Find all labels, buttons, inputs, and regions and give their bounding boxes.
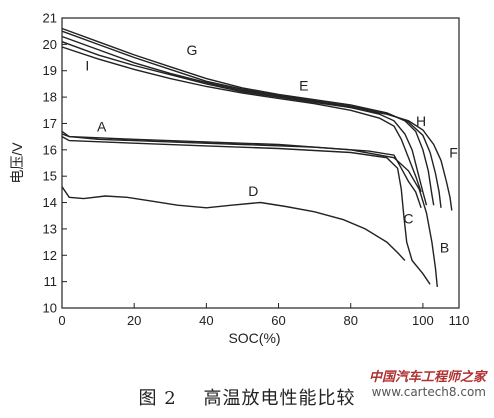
watermark-name: 中国汽车工程师之家 [368, 370, 486, 385]
curve-label-b: B [440, 240, 449, 256]
series-line-b [61, 130, 438, 287]
curve-label-f: F [449, 145, 458, 161]
x-tick-label: 0 [58, 313, 65, 328]
curve-label-a: A [97, 118, 107, 134]
curve-label-i: I [85, 58, 89, 74]
y-axis-label: 电压/V [9, 142, 25, 184]
y-tick-label: 20 [43, 37, 57, 52]
y-tick-label: 10 [43, 301, 57, 316]
y-tick-label: 16 [43, 142, 57, 157]
y-tick-label: 21 [43, 11, 57, 26]
series-line-i [61, 46, 422, 193]
y-tick-label: 19 [43, 63, 57, 78]
x-tick-label: 40 [199, 313, 213, 328]
y-tick-label: 11 [44, 274, 58, 289]
curve-label-h: H [416, 113, 426, 129]
y-tick-label: 13 [43, 221, 57, 236]
curve-label-d: D [248, 183, 258, 199]
x-tick-label: 20 [127, 313, 141, 328]
series-line-f [61, 41, 453, 211]
x-tick-label: 100 [412, 313, 434, 328]
y-tick-label: 15 [43, 169, 57, 184]
x-axis-label: SOC(%) [228, 330, 280, 346]
plot-series-group [61, 27, 453, 287]
watermark: 中国汽车工程师之家 www.cartech8.com [368, 370, 486, 400]
series-line-e [61, 35, 428, 206]
x-tick-label: 110 [449, 313, 470, 328]
x-tick-label: 80 [343, 313, 357, 328]
curve-label-c: C [403, 211, 413, 227]
plot-frame [61, 17, 460, 309]
axes-group: 0 20 40 60 80 100 110 10 11 12 13 14 15 16 17 18 19 20 21 S… [9, 11, 469, 347]
series-line-g [61, 27, 435, 206]
y-tick-label: 12 [43, 248, 57, 263]
x-tick-label: 60 [271, 313, 285, 328]
y-tick-label: 14 [43, 195, 57, 210]
series-line-c [61, 135, 431, 285]
curve-label-g: G [186, 42, 197, 58]
y-tick-label: 18 [43, 90, 57, 105]
figure-caption: 图 2 高温放电性能比较 [138, 388, 356, 409]
series-line-d [61, 186, 406, 261]
series-line-h [61, 30, 442, 208]
y-tick-label: 17 [43, 116, 57, 131]
curve-label-e: E [299, 78, 308, 94]
watermark-url: www.cartech8.com [371, 384, 486, 399]
annotation-group: A B C D E F G H I [85, 42, 458, 256]
